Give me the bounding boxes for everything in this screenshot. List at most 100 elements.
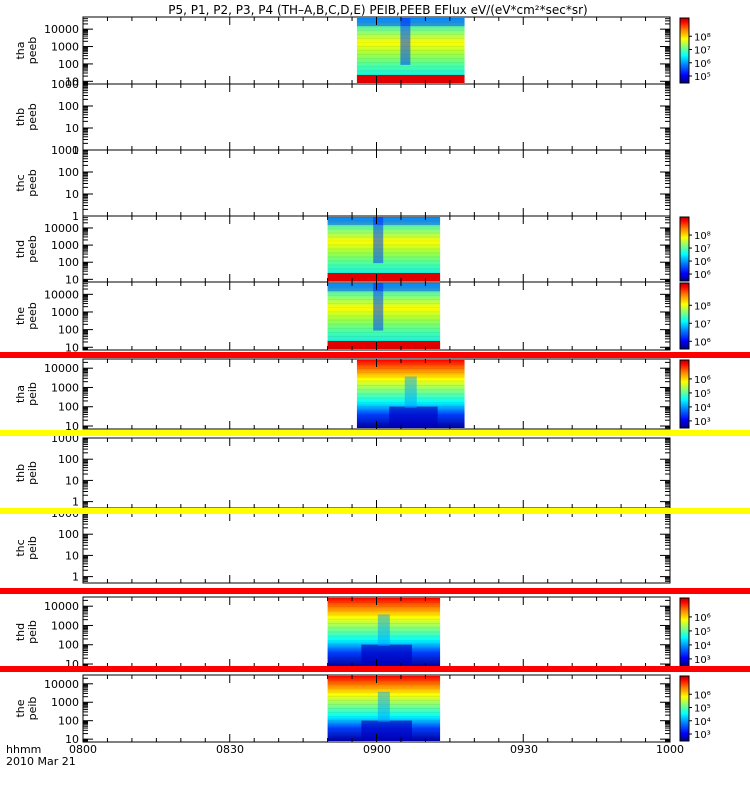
y-tick-label: 10000: [44, 222, 79, 235]
y-axis-label: thd: [14, 240, 27, 258]
ion-feature: [377, 691, 390, 722]
y-tick-label: 1: [72, 571, 79, 584]
colorbar-label: 10⁵: [694, 389, 711, 400]
ion-core: [361, 644, 412, 666]
panel-the-peeb: 10 100 1000 10000 the peeb 10⁶ 10⁷ 10⁸: [14, 281, 711, 354]
colorbar-label: 10³: [694, 655, 711, 666]
time-tick-0800: 0800: [69, 743, 97, 756]
spectrogram-block: [356, 18, 465, 83]
y-axis-label: peib: [26, 536, 39, 560]
y-tick-label: 1: [72, 210, 79, 223]
colorbar-label: 10⁶: [694, 270, 711, 281]
y-tick-label: 10000: [44, 288, 79, 301]
electron-top-band: [327, 217, 441, 225]
status-flag-bar: [0, 508, 750, 514]
y-tick-label: 100: [58, 100, 79, 113]
panel-thc-peeb: 1 10 100 1000 thc peeb: [14, 144, 671, 223]
y-tick-label: 1000: [51, 696, 79, 709]
y-axis-label: peib: [26, 461, 39, 485]
colorbar: [679, 282, 690, 350]
y-axis-label: peib: [26, 697, 39, 721]
y-tick-label: 1000: [51, 306, 79, 319]
y-axis-label: thc: [14, 539, 27, 556]
y-axis-label: the: [14, 699, 27, 717]
y-tick-label: 100: [58, 256, 79, 269]
colorbar-label: 10⁴: [694, 403, 711, 414]
y-axis-label: thb: [14, 108, 27, 126]
y-axis-label: peeb: [26, 37, 39, 65]
y-tick-label: 10000: [44, 600, 79, 613]
y-tick-label: 1000: [51, 78, 79, 91]
ion-feature: [404, 376, 417, 408]
time-tick-0900: 0900: [363, 743, 391, 756]
y-tick-label: 1000: [51, 41, 79, 54]
y-tick-label: 100: [58, 401, 79, 414]
date-label: 2010 Mar 21: [6, 755, 76, 768]
panel-frame: [82, 83, 671, 151]
electron-dip: [373, 217, 384, 264]
photoelectron-band: [327, 273, 441, 281]
y-axis-label: tha: [14, 41, 27, 59]
electron-dip: [373, 283, 384, 331]
y-tick-label: 10: [65, 474, 79, 487]
chart-title: P5, P1, P2, P3, P4 (TH–A,B,C,D,E) PEIB,P…: [168, 3, 587, 17]
panel-thb-peeb: 1 10 100 1000 thb peeb: [14, 78, 671, 157]
y-tick-label: 10: [65, 273, 79, 286]
y-tick-label: 100: [58, 453, 79, 466]
colorbar: [679, 216, 690, 282]
colorbar-label: 10⁵: [694, 704, 711, 715]
colorbar-label: 10⁶: [694, 613, 711, 624]
colorbar: [679, 675, 690, 742]
time-tick-0830: 0830: [216, 743, 244, 756]
colorbar-label: 10⁴: [694, 641, 711, 652]
panel-tha-peib: 10 100 1000 10000 tha peib 10³ 10⁴ 10⁵ 10⁶: [14, 358, 711, 433]
y-tick-label: 1000: [51, 619, 79, 632]
ion-feature: [377, 614, 390, 646]
y-axis-label: peib: [26, 382, 39, 406]
y-tick-label: 10000: [44, 23, 79, 36]
y-axis-label: peeb: [26, 302, 39, 330]
y-tick-label: 100: [58, 166, 79, 179]
colorbar-label: 10⁷: [694, 46, 711, 57]
y-tick-label: 10: [65, 188, 79, 201]
y-tick-label: 10: [65, 341, 79, 354]
y-tick-label: 10: [65, 122, 79, 135]
y-tick-label: 10: [65, 75, 79, 88]
electron-top-band: [356, 18, 465, 27]
photoelectron-band: [327, 341, 441, 349]
colorbar-label: 10⁷: [694, 244, 711, 255]
colorbar-label: 10⁵: [694, 627, 711, 638]
spectrogram-block: [327, 283, 441, 349]
y-axis-label: thc: [14, 174, 27, 191]
status-flag-bar: [0, 430, 750, 436]
y-tick-label: 10000: [44, 362, 79, 375]
panel-thc-peib: 1101001000thcpeib: [14, 507, 671, 584]
y-axis-label: peeb: [26, 235, 39, 263]
y-tick-label: 1: [72, 496, 79, 509]
y-axis-label: peeb: [26, 103, 39, 131]
panel-thd-peeb: 10 100 1000 10000 thd peeb 10⁶ 10⁶ 10⁷ 10⁸: [14, 215, 711, 286]
colorbar-label: 10⁷: [694, 319, 711, 330]
time-axis: 0800 0830 0900 0930 1000 hhmm 2010 Mar 2…: [6, 743, 684, 768]
colorbar-label: 10⁵: [694, 72, 711, 83]
y-axis-label: thb: [14, 464, 27, 482]
status-flag-bar: [0, 352, 750, 358]
photoelectron-band: [356, 75, 465, 83]
panel-frame: [82, 437, 671, 509]
time-axis-label: hhmm: [6, 743, 41, 756]
electron-top-band: [327, 283, 441, 292]
colorbar-label: 10⁶: [694, 59, 711, 70]
y-axis-label: the: [14, 307, 27, 325]
y-tick-label: 10: [65, 420, 79, 433]
colorbar: [679, 359, 690, 429]
colorbar-label: 10⁸: [694, 301, 711, 312]
electron-dip: [400, 18, 411, 65]
colorbar-label: 10⁸: [694, 32, 711, 43]
colorbar-label: 10³: [694, 417, 711, 428]
colorbar-label: 10⁶: [694, 257, 711, 268]
y-tick-label: 100: [58, 324, 79, 337]
y-axis-label: thd: [14, 623, 27, 641]
